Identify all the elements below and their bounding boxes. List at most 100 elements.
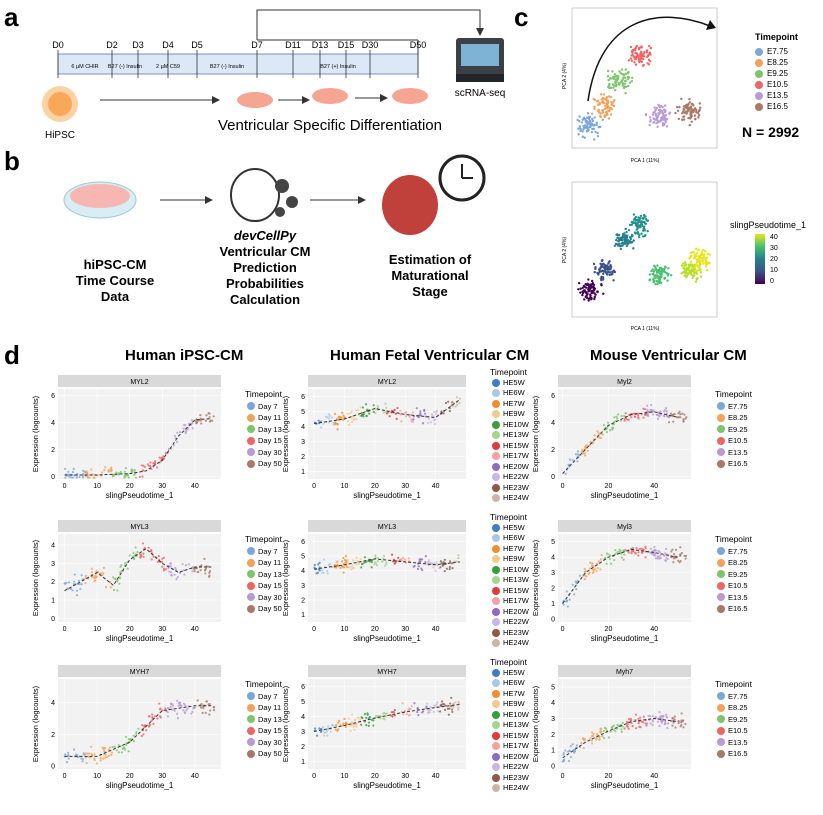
x-tick: 10 xyxy=(93,626,101,633)
pca-pt-point xyxy=(625,244,628,248)
x-tick: 0 xyxy=(312,773,316,780)
legend-item: HE13W xyxy=(490,720,529,731)
pca-point xyxy=(622,73,625,76)
cell-point xyxy=(656,720,660,723)
x-tick: 30 xyxy=(401,483,409,490)
pca-pt-point xyxy=(637,235,641,239)
cell-point xyxy=(321,726,325,729)
cell-point xyxy=(152,722,155,725)
pca-pt-point xyxy=(704,250,707,253)
cell-point xyxy=(665,547,668,551)
pca-pt-point xyxy=(584,283,587,286)
cell-point xyxy=(336,729,339,732)
pca-point xyxy=(587,117,591,121)
pca-point xyxy=(582,117,586,121)
pca-point xyxy=(661,105,664,109)
cell-point xyxy=(152,462,155,465)
y-tick: 5 xyxy=(301,409,305,416)
cell-point xyxy=(322,558,326,561)
cell-point xyxy=(346,420,350,423)
pca-pt-point xyxy=(601,258,604,262)
pca-point xyxy=(648,123,651,127)
y-tick: 3 xyxy=(551,570,555,577)
facet-strip xyxy=(558,665,691,677)
cell-point xyxy=(436,564,439,567)
pca-pt-point xyxy=(652,270,656,273)
cell-point xyxy=(64,476,67,479)
pca-point xyxy=(648,44,651,48)
pca-pt-point xyxy=(698,256,701,259)
pca-point xyxy=(690,120,693,123)
cell-point xyxy=(424,561,427,564)
pca-pt-point xyxy=(632,239,635,242)
pca-point xyxy=(682,115,685,119)
timepoint-legend: Timepoint Day 7 Day 11 Day 13 Day 15 Day 30 Da… xyxy=(245,534,282,615)
cell-point xyxy=(385,412,389,415)
x-tick: 20 xyxy=(371,626,379,633)
colorbar-ticks: 40 30 20 10 0 xyxy=(770,234,778,285)
scrna-label: scRNA-seq xyxy=(455,88,506,99)
cell-point xyxy=(123,470,126,473)
facet-title: MYL2 xyxy=(378,379,396,386)
trend-line xyxy=(314,558,460,570)
cell-point xyxy=(68,475,71,478)
cell-point xyxy=(679,546,682,549)
pca-point xyxy=(606,69,610,73)
pca-point xyxy=(661,112,665,115)
cell-point xyxy=(169,562,173,565)
pca-pt-point xyxy=(666,279,669,282)
cell-point xyxy=(107,469,110,472)
cell-point xyxy=(212,709,216,712)
cell-point xyxy=(336,560,339,563)
pca-pt-point xyxy=(689,251,693,255)
cell-point xyxy=(199,569,202,572)
cell-point xyxy=(602,424,606,427)
x-tick: 20 xyxy=(605,773,613,780)
x-axis-label: slingPseudotime_1 xyxy=(106,491,174,500)
cell-point xyxy=(111,746,114,749)
cell-point xyxy=(67,587,70,590)
pca-point xyxy=(599,93,603,96)
cell-point xyxy=(93,753,96,756)
cell-point xyxy=(678,410,681,413)
cell-point xyxy=(396,406,399,410)
pca-point xyxy=(601,109,604,112)
pca-point xyxy=(601,118,604,121)
pca-pt-point xyxy=(704,262,708,266)
pca-pt-point xyxy=(598,270,601,274)
cell-point xyxy=(338,719,341,722)
cell-point xyxy=(135,732,138,735)
timepoint-legend: Timepoint E7.75 E8.25 E9.25 E10.5 E13.5 E16.5 xyxy=(715,534,752,615)
y-axis-label: Expression (logcounts) xyxy=(31,685,40,762)
cell-point xyxy=(419,412,422,415)
cell-point xyxy=(608,557,611,561)
pca-pt-point xyxy=(593,292,596,295)
cell-point xyxy=(355,556,358,559)
pca-pt-point xyxy=(663,271,667,274)
pca-point xyxy=(642,63,645,67)
pca-pt-point xyxy=(600,284,603,287)
cell-point xyxy=(605,431,609,434)
cell-point xyxy=(670,550,673,553)
pca-pt-point xyxy=(581,293,584,297)
cell-point xyxy=(365,716,368,719)
cell-point xyxy=(578,574,582,577)
cell-point xyxy=(576,460,579,463)
cell-point xyxy=(336,563,339,566)
pca-point xyxy=(627,59,631,62)
cell-point xyxy=(600,553,603,557)
cell-point xyxy=(208,713,211,716)
pca-point xyxy=(649,60,652,63)
sequencer-icon xyxy=(456,38,504,82)
cell-point xyxy=(626,722,629,726)
cell-point xyxy=(415,407,418,410)
legend-item: Day 15 xyxy=(245,725,282,737)
cell-point xyxy=(633,415,637,418)
cell-point xyxy=(586,449,590,452)
pca-point xyxy=(675,105,679,109)
cell-point xyxy=(342,414,345,417)
cell-point xyxy=(360,723,363,726)
cell-point xyxy=(107,754,111,758)
cell-point xyxy=(339,566,342,570)
